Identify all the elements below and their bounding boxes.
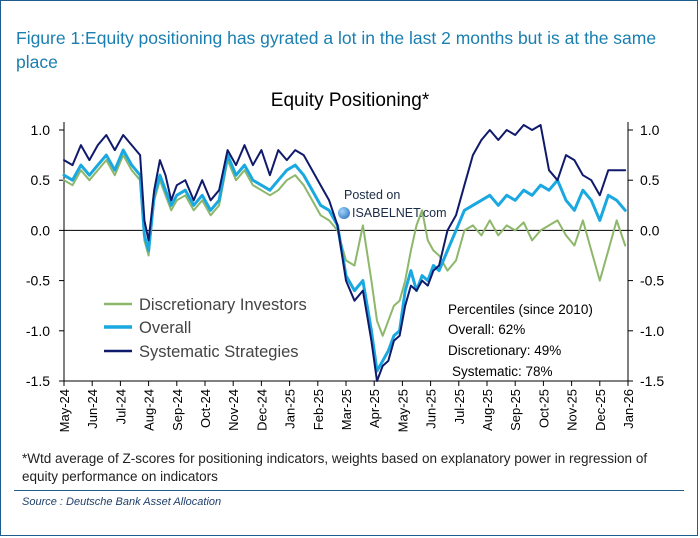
x-tick-label: Jun-25 xyxy=(424,389,439,429)
percentile-line: Overall: 62% xyxy=(448,322,525,337)
x-tick-label: Nov-24 xyxy=(226,389,241,431)
y-tick-label-left: -0.5 xyxy=(26,273,50,289)
x-tick-label: Nov-25 xyxy=(565,389,580,431)
x-tick-label: Aug-25 xyxy=(480,389,495,431)
x-tick-label: Dec-24 xyxy=(254,389,269,431)
y-tick-label-left: 1.0 xyxy=(31,122,51,138)
x-tick-label: Jul-24 xyxy=(113,389,128,424)
y-tick-label-right: 0.5 xyxy=(640,172,660,188)
x-tick-label: Oct-25 xyxy=(536,389,551,428)
x-tick-label: Jun-24 xyxy=(85,389,100,429)
divider xyxy=(14,490,684,491)
percentile-line: Discretionary: 49% xyxy=(448,343,561,358)
x-tick-label: Jul-25 xyxy=(452,389,467,424)
y-tick-label-right: -0.5 xyxy=(640,273,664,289)
x-tick-label: May-25 xyxy=(395,389,410,432)
series-line-overall xyxy=(62,148,627,373)
percentiles-header: Percentiles (since 2010) xyxy=(448,302,593,317)
chart-annotations: Percentiles (since 2010) Overall: 62% Disc… xyxy=(448,302,593,379)
x-tick-label: Dec-25 xyxy=(593,389,608,431)
legend-label: Discretionary Investors xyxy=(139,296,307,314)
globe-icon xyxy=(338,207,350,219)
y-tick-label-right: -1.0 xyxy=(640,323,664,339)
percentile-line: Systematic: 78% xyxy=(452,364,553,379)
series-line-systematic-strategies xyxy=(63,124,627,382)
y-tick-label-left: 0.5 xyxy=(31,172,51,188)
x-tick-label: Feb-25 xyxy=(311,389,326,430)
footnote: *Wtd average of Z-scores for positioning… xyxy=(22,451,648,484)
x-tick-label: Sep-25 xyxy=(508,389,523,431)
x-tick-label: Sep-24 xyxy=(170,389,185,431)
x-tick-label: Jan-26 xyxy=(621,389,636,429)
x-tick-label: Jan-25 xyxy=(283,389,298,429)
watermark-posted-on: Posted on xyxy=(344,188,401,202)
x-tick-label: May-24 xyxy=(57,389,72,432)
chart-lines xyxy=(62,124,627,382)
watermark: Posted on ISABELNET.com xyxy=(338,186,446,222)
y-tick-label-right: 1.0 xyxy=(640,122,660,138)
watermark-site: ISABELNET.com xyxy=(352,206,447,220)
legend-label: Overall xyxy=(139,319,191,337)
y-tick-label-left: -1.5 xyxy=(26,373,50,389)
x-tick-label: Oct-24 xyxy=(198,389,213,428)
y-tick-label-right: -1.5 xyxy=(640,373,664,389)
x-tick-label: Mar-25 xyxy=(339,389,354,430)
y-tick-label-left: 0.0 xyxy=(31,222,51,238)
figure-title: Figure 1:Equity positioning has gyrated … xyxy=(16,28,657,72)
y-tick-label-right: 0.0 xyxy=(640,222,660,238)
x-tick-label: Apr-25 xyxy=(367,389,382,428)
y-tick-label-left: -1.0 xyxy=(26,323,50,339)
source: Source : Deutsche Bank Asset Allocation xyxy=(22,496,222,508)
chart-title: Equity Positioning* xyxy=(270,90,430,111)
chart-axes: 1.0 1.0 0.5 0.5 0.0 0.0 -0.5 -0.5 -1.0 -1.0 -1.5 -1… xyxy=(26,122,664,432)
legend-label: Systematic Strategies xyxy=(139,343,299,361)
x-tick-label: Aug-24 xyxy=(142,389,157,431)
chart-legend: Discretionary Investors Overall Systematic… xyxy=(104,296,307,361)
